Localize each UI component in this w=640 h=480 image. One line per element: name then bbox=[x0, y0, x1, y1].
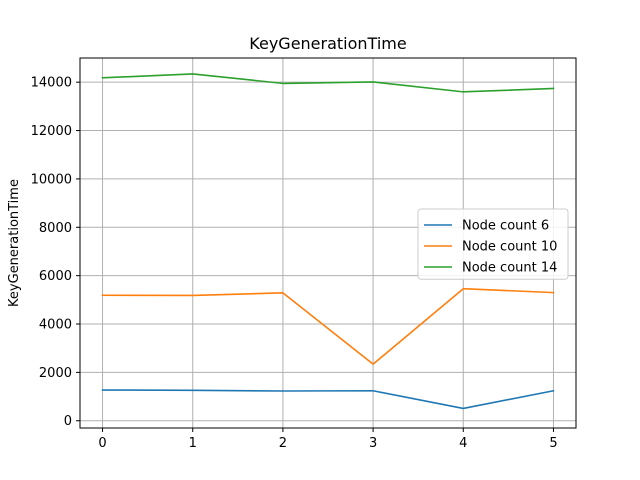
y-tick-label: 14000 bbox=[31, 76, 72, 91]
y-axis-ticks: 0 2000 4000 6000 8000 10000 12000 14000 bbox=[31, 76, 80, 429]
legend-label-1: Node count 6 bbox=[462, 219, 549, 234]
legend-label-2: Node count 10 bbox=[462, 240, 557, 255]
x-tick-label: 0 bbox=[98, 436, 106, 451]
x-tick-label: 1 bbox=[189, 436, 197, 451]
y-tick-label: 4000 bbox=[39, 318, 72, 333]
y-tick-label: 2000 bbox=[39, 366, 72, 381]
x-tick-label: 3 bbox=[369, 436, 377, 451]
plot-frame bbox=[79, 57, 577, 429]
x-tick-label: 4 bbox=[459, 436, 467, 451]
y-tick-label: 12000 bbox=[31, 124, 72, 139]
x-tick-label: 2 bbox=[279, 436, 287, 451]
y-tick-label: 6000 bbox=[39, 269, 72, 284]
legend-label-3: Node count 14 bbox=[462, 261, 557, 276]
x-axis-ticks: 0 1 2 3 4 5 bbox=[98, 428, 558, 451]
y-tick-label: 8000 bbox=[39, 221, 72, 236]
y-tick-label: 0 bbox=[64, 414, 72, 429]
legend: Node count 6 Node count 10 Node count 14 bbox=[417, 208, 569, 280]
legend-box bbox=[417, 208, 569, 280]
series-line-2 bbox=[101, 287, 555, 365]
series-line-3 bbox=[101, 73, 555, 93]
x-tick-label: 5 bbox=[549, 436, 557, 451]
series-line-1 bbox=[101, 389, 555, 410]
y-tick-label: 10000 bbox=[31, 172, 72, 187]
chart-title: KeyGenerationTime bbox=[249, 34, 406, 53]
series-lines bbox=[101, 73, 555, 410]
y-axis-label: KeyGenerationTime bbox=[7, 179, 22, 307]
